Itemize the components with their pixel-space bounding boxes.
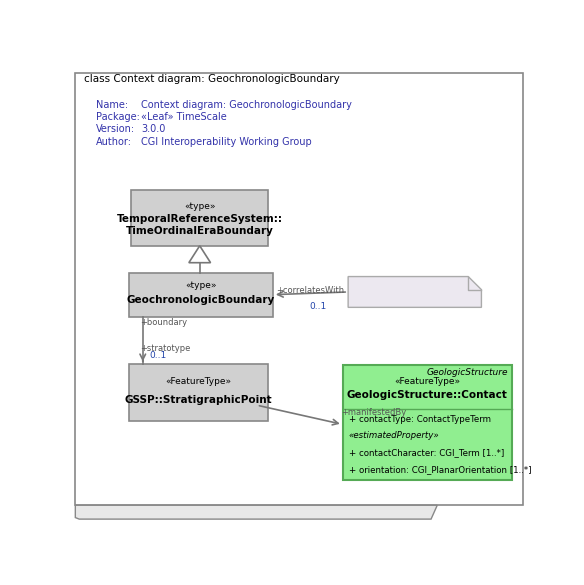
Text: + orientation: CGI_PlanarOrientation [1..*]: + orientation: CGI_PlanarOrientation [1.… xyxy=(349,465,531,474)
Text: GSSP::StratigraphicPoint: GSSP::StratigraphicPoint xyxy=(125,395,272,405)
Bar xyxy=(131,190,268,246)
Text: class Context diagram: GeochronologicBoundary: class Context diagram: GeochronologicBou… xyxy=(84,74,340,84)
Text: TemporalReferenceSystem::
TimeOrdinalEraBoundary: TemporalReferenceSystem:: TimeOrdinalEra… xyxy=(117,214,283,236)
Text: + contactType: ContactTypeTerm: + contactType: ContactTypeTerm xyxy=(349,415,491,424)
Text: +stratotype: +stratotype xyxy=(140,345,191,353)
Text: 0..1: 0..1 xyxy=(149,350,166,360)
Polygon shape xyxy=(189,246,211,263)
Text: + contactCharacter: CGI_Term [1..*]: + contactCharacter: CGI_Term [1..*] xyxy=(349,448,504,457)
Text: +boundary: +boundary xyxy=(140,318,187,327)
Bar xyxy=(129,364,268,421)
Text: Name:: Name: xyxy=(96,100,128,110)
Bar xyxy=(129,273,273,316)
Polygon shape xyxy=(348,277,481,307)
Text: GeologicStructure::Contact: GeologicStructure::Contact xyxy=(347,390,507,400)
Text: GeologicStructure: GeologicStructure xyxy=(427,369,509,377)
Text: «Leaf» TimeScale: «Leaf» TimeScale xyxy=(141,112,227,122)
Text: +manifestedBy: +manifestedBy xyxy=(341,408,406,417)
Text: «estimatedProperty»: «estimatedProperty» xyxy=(349,432,440,441)
Text: GeochronologicBoundary: GeochronologicBoundary xyxy=(127,295,275,305)
Text: «FeatureType»: «FeatureType» xyxy=(165,377,232,386)
Text: CGI Interoperability Working Group: CGI Interoperability Working Group xyxy=(141,137,312,147)
Text: 3.0.0: 3.0.0 xyxy=(141,125,166,135)
Text: «type»: «type» xyxy=(185,281,217,290)
Text: Context diagram: GeochronologicBoundary: Context diagram: GeochronologicBoundary xyxy=(141,100,352,110)
Text: Version:: Version: xyxy=(96,125,135,135)
Text: «FeatureType»: «FeatureType» xyxy=(394,377,460,386)
Text: 0..1: 0..1 xyxy=(310,302,327,311)
Text: «type»: «type» xyxy=(184,202,215,211)
Text: +correlatesWith: +correlatesWith xyxy=(276,285,344,294)
Text: Author:: Author: xyxy=(96,137,132,147)
Polygon shape xyxy=(75,505,437,519)
Bar xyxy=(343,365,512,480)
Text: Package:: Package: xyxy=(96,112,140,122)
